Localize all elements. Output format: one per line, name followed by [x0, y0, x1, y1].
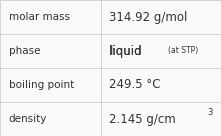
Text: molar mass: molar mass [9, 12, 70, 22]
Text: (at STP): (at STP) [168, 47, 198, 55]
Text: 314.92 g/mol: 314.92 g/mol [109, 10, 188, 24]
Text: 3: 3 [207, 108, 212, 117]
Text: liquid: liquid [109, 44, 142, 58]
Text: density: density [9, 114, 47, 124]
Text: boiling point: boiling point [9, 80, 74, 90]
Text: phase: phase [9, 46, 40, 56]
Text: liquid: liquid [109, 44, 150, 58]
Text: 2.145 g/cm: 2.145 g/cm [109, 112, 176, 126]
Text: 249.5 °C: 249.5 °C [109, 78, 161, 92]
